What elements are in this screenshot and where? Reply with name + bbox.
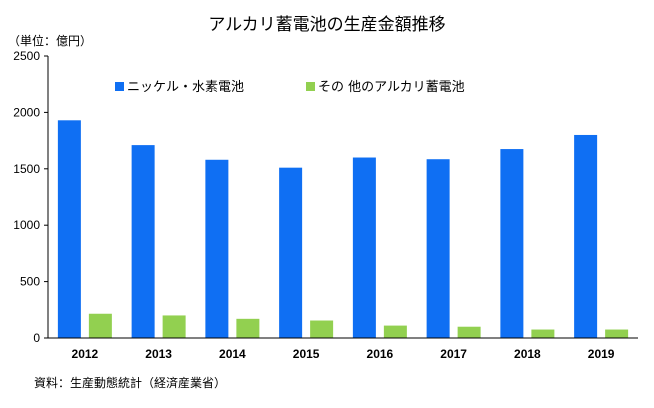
- bar-nimh-2018: [500, 149, 524, 338]
- legend-swatch-nimh: [115, 82, 124, 91]
- bar-other-2015: [310, 320, 334, 338]
- x-tick-label: 2013: [145, 347, 172, 361]
- y-tick-label: 1000: [13, 218, 40, 232]
- bar-nimh-2013: [131, 145, 155, 338]
- bars-group: [57, 120, 629, 339]
- y-axis-unit-label: （単位：億円）: [8, 34, 93, 48]
- bar-nimh-2017: [426, 159, 450, 338]
- x-tick-label: 2019: [588, 347, 615, 361]
- y-tick-label: 500: [20, 275, 40, 289]
- bar-nimh-2014: [205, 159, 229, 338]
- legend-label-nimh: ニッケル・水素電池: [127, 80, 244, 95]
- axes-group: 2012 2013 2014 2015 2016 2017 2018 2019 0 500 1000…: [13, 49, 638, 361]
- legend-swatch-other: [306, 82, 315, 91]
- x-tick-label: 2015: [293, 347, 320, 361]
- source-note: 資料：生産動態統計（経済産業省）: [34, 376, 227, 390]
- bar-other-2018: [531, 329, 555, 338]
- y-tick-label: 2000: [13, 105, 40, 119]
- y-tick-label: 0: [33, 331, 40, 345]
- bar-other-2013: [162, 315, 186, 338]
- x-tick-label: 2012: [72, 347, 99, 361]
- x-tick-label: 2018: [514, 347, 541, 361]
- y-tick-label: 1500: [13, 162, 40, 176]
- bar-nimh-2015: [279, 167, 303, 338]
- chart-title: アルカリ蓄電池の生産金額推移: [208, 15, 446, 35]
- bar-nimh-2012: [57, 120, 81, 339]
- legend-label-other: その 他のアルカリ蓄電池: [318, 80, 465, 95]
- bar-other-2014: [236, 318, 260, 338]
- bar-other-2016: [383, 325, 407, 338]
- bar-other-2019: [605, 329, 629, 338]
- bar-other-2017: [457, 326, 481, 338]
- bar-nimh-2016: [352, 157, 376, 338]
- y-tick-label: 2500: [13, 49, 40, 63]
- bar-nimh-2019: [574, 134, 598, 338]
- bar-other-2012: [88, 313, 112, 338]
- legend: ニッケル・水素電池 その 他のアルカリ蓄電池: [115, 80, 465, 95]
- x-tick-label: 2016: [367, 347, 394, 361]
- x-tick-label: 2017: [440, 347, 467, 361]
- x-tick-label: 2014: [219, 347, 246, 361]
